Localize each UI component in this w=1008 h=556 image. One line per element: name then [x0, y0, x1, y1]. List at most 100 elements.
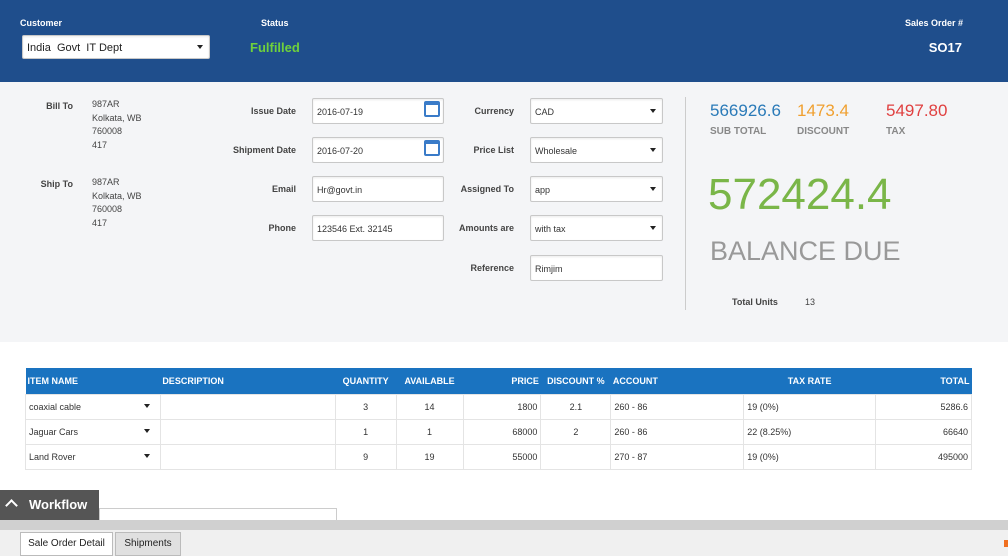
cell: 19 (0%) — [743, 444, 877, 470]
field-value: Wholesale — [535, 146, 578, 156]
caret — [197, 45, 203, 49]
cell[interactable] — [159, 444, 336, 470]
column-header: QUANTITY — [335, 368, 397, 395]
customer-value: India Govt IT Dept — [27, 42, 123, 54]
field-input[interactable]: with tax — [530, 215, 663, 241]
calendar-icon — [424, 140, 440, 156]
workflow-button[interactable]: Workflow — [0, 490, 99, 520]
field-value: 2016-07-19 — [317, 107, 364, 117]
cell: 1 — [334, 419, 397, 445]
divider — [685, 97, 686, 310]
table-row: Jaguar Cars 1 1 68000 2 260 - 86 22 (8.25%) 666… — [25, 419, 972, 445]
address-line: 987AR — [92, 99, 120, 109]
status-label: Status — [261, 18, 289, 28]
calendar-icon — [424, 101, 440, 117]
field-label: Currency — [474, 106, 514, 116]
address-line: Kolkata, WB — [92, 112, 142, 123]
cell: 19 (0%) — [743, 394, 877, 420]
address-line: Kolkata, WB — [92, 190, 142, 201]
cell: 55000 — [462, 444, 542, 470]
cell: 260 - 86 — [610, 419, 745, 445]
discount: 1473.4 — [797, 101, 849, 120]
cell: 9 — [334, 444, 397, 470]
form-area — [0, 82, 1008, 342]
field-value: 123546 Ext. 32145 — [317, 224, 393, 234]
field-value: Rimjim — [535, 264, 563, 274]
field-input[interactable]: 2016-07-20 — [312, 137, 444, 163]
column-header: DESCRIPTION — [160, 368, 336, 395]
address-line: 987AR — [92, 177, 120, 187]
so-label: Sales Order # — [904, 18, 963, 28]
total-units-label: Total Units — [732, 297, 778, 307]
total-units: 13 — [805, 297, 816, 307]
field-input[interactable]: CAD — [530, 98, 663, 124]
address-line: 417 — [92, 217, 108, 228]
cell: 260 - 86 — [610, 394, 745, 420]
caret — [650, 148, 656, 152]
field-input[interactable]: app — [530, 176, 663, 202]
field-value: Hr@govt.in — [317, 185, 363, 195]
field-input[interactable]: Hr@govt.in — [312, 176, 444, 202]
customer-select[interactable]: India Govt IT Dept — [22, 35, 210, 59]
tax-label: TAX — [886, 126, 906, 137]
column-header: ITEM NAME — [25, 368, 161, 395]
cell[interactable] — [159, 419, 336, 445]
cell[interactable]: Land Rover — [25, 444, 161, 470]
tab[interactable]: Shipments — [115, 532, 181, 556]
field-value: app — [535, 185, 551, 195]
table-row: Land Rover 9 19 55000 270 - 87 19 (0%) 495000 — [25, 444, 972, 470]
address-line: 760008 — [92, 126, 123, 136]
cell: 2.1 — [540, 394, 612, 420]
cell: 5286.6 — [875, 394, 972, 420]
column-header: ACCOUNT — [610, 368, 744, 395]
field-label: Shipment Date — [232, 145, 296, 155]
balance: 572424.4 — [708, 170, 892, 219]
cell — [540, 444, 612, 470]
workflow-label: Workflow — [29, 497, 88, 512]
bill-to-label: Bill To — [46, 101, 73, 111]
column-header: AVAILABLE — [396, 368, 464, 395]
cell: 66640 — [875, 419, 972, 445]
tax: 5497.80 — [886, 101, 948, 120]
caret — [650, 187, 656, 191]
field-label: Amounts are — [458, 223, 514, 233]
field-label: Phone — [268, 223, 296, 233]
so-value: SO17 — [928, 40, 962, 55]
address-line: 760008 — [92, 204, 123, 214]
column-header: PRICE — [463, 368, 541, 395]
ship-to: 987AR Kolkata, WB 760008 417 — [92, 176, 142, 230]
status-value: Fulfilled — [250, 40, 300, 55]
cell[interactable]: Jaguar Cars — [25, 419, 161, 445]
field-label: Price List — [473, 145, 514, 155]
field-input[interactable]: Rimjim — [530, 255, 663, 281]
notes-box[interactable] — [99, 508, 337, 523]
cell: 22 (8.25%) — [743, 419, 877, 445]
indicator — [1004, 540, 1008, 547]
items-table: ITEM NAME DESCRIPTION QUANTITY AVAILABLE PRI… — [25, 368, 972, 470]
caret — [143, 454, 150, 458]
field-input[interactable]: Wholesale — [530, 137, 663, 163]
cell: 495000 — [875, 444, 972, 470]
discount-label: DISCOUNT — [797, 126, 850, 137]
field-value: CAD — [535, 107, 555, 117]
table-row: coaxial cable 3 14 1800 2.1 260 - 86 19 (0%) 52… — [25, 394, 972, 420]
subtotal-label: SUB TOTAL — [710, 126, 767, 137]
column-header: TAX RATE — [743, 368, 876, 395]
field-label: Assigned To — [460, 184, 514, 194]
field-input[interactable]: 2016-07-19 — [312, 98, 444, 124]
field-value: 2016-07-20 — [317, 146, 364, 156]
cell[interactable]: coaxial cable — [25, 394, 161, 420]
column-header: TOTAL — [875, 368, 972, 395]
field-input[interactable]: 123546 Ext. 32145 — [312, 215, 444, 241]
field-label: Reference — [470, 263, 514, 273]
caret — [143, 404, 150, 408]
chevron — [5, 499, 18, 512]
scrollbar[interactable] — [0, 520, 1008, 530]
cell: 14 — [395, 394, 464, 420]
cell: 68000 — [462, 419, 542, 445]
cell: 270 - 87 — [610, 444, 745, 470]
tab[interactable]: Sale Order Detail — [20, 532, 113, 556]
cell[interactable] — [159, 394, 336, 420]
caret — [650, 226, 656, 230]
